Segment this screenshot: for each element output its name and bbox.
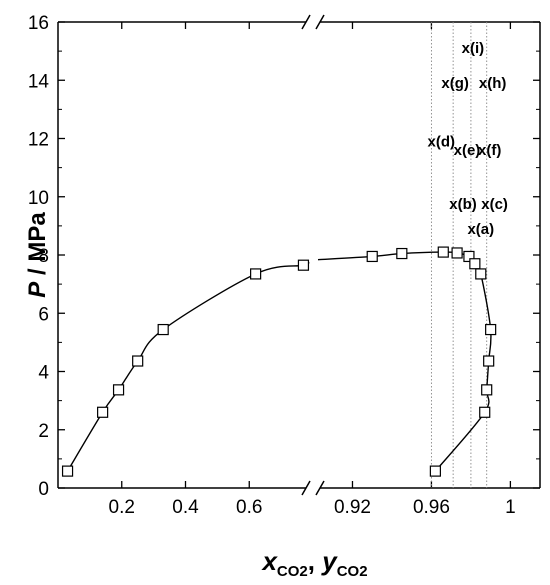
- y-tick-label: 16: [28, 13, 49, 34]
- data-points: [61, 246, 497, 477]
- curves: [66, 251, 492, 472]
- data-point: [297, 259, 310, 271]
- data-point: [250, 268, 262, 280]
- annotation-label: x(d): [428, 133, 456, 150]
- data-point: [483, 355, 495, 367]
- data-point: [112, 384, 125, 396]
- bubble-dew-curve-right: [317, 251, 492, 472]
- x-tick-label: 0.92: [334, 497, 371, 518]
- data-point: [396, 247, 408, 260]
- annotation-label: x(c): [481, 196, 508, 213]
- x-tick-label: 0.2: [109, 497, 135, 518]
- axes: [57, 14, 541, 496]
- data-point: [463, 250, 475, 263]
- y-tick-label: 12: [28, 130, 49, 151]
- data-point: [481, 384, 493, 396]
- annotation-label: x(a): [467, 221, 494, 238]
- axis-break-mark: [315, 480, 325, 496]
- y-tick-label: 8: [38, 246, 49, 267]
- y-axis-label: P / MPa: [24, 212, 51, 298]
- data-point: [475, 268, 487, 280]
- x-tick-label: 1: [505, 497, 516, 518]
- data-point: [429, 465, 441, 477]
- data-point: [157, 323, 169, 336]
- y-tick-label: 14: [28, 71, 50, 92]
- bubble-curve-left: [66, 260, 310, 472]
- annotation-label: x(h): [479, 75, 507, 92]
- data-point: [485, 323, 497, 336]
- data-point: [469, 258, 481, 270]
- y-tick-label: 10: [28, 188, 49, 209]
- data-point: [451, 247, 463, 259]
- axis-break-mark: [315, 14, 325, 30]
- annotation-label: x(g): [441, 75, 469, 92]
- axis-break-mark: [301, 14, 311, 30]
- axis-break-mark: [301, 480, 311, 496]
- data-point: [479, 406, 491, 418]
- y-tick-label: 0: [38, 479, 49, 500]
- data-point: [366, 250, 378, 263]
- y-tick-label: 6: [38, 304, 49, 325]
- annotation-label: x(i): [462, 40, 485, 57]
- y-tick-label: 2: [38, 421, 49, 442]
- annotations: x(a) x(b) x(c) x(d)x(e)x(f) x(g) x(h) x(i): [428, 40, 508, 238]
- y-tick-label: 4: [38, 363, 49, 384]
- data-point: [437, 246, 449, 258]
- ticks: 0 2 4 6 8 10 12 14 16 0.2 0.4 0.6 0.92 0.96 1: [28, 13, 540, 518]
- data-point: [61, 465, 74, 477]
- x-tick-label: 0.96: [413, 497, 450, 518]
- annotation-label: x(f): [478, 142, 501, 159]
- x-axis-label: xCO2, yCO2: [260, 546, 367, 580]
- annotation-label: x(e): [454, 142, 481, 159]
- data-point: [132, 355, 144, 367]
- reference-lines: [430, 22, 488, 488]
- x-tick-label: 0.4: [172, 497, 199, 518]
- data-point: [97, 406, 109, 418]
- annotation-label: x(b): [449, 196, 477, 213]
- x-tick-label: 0.6: [236, 497, 262, 518]
